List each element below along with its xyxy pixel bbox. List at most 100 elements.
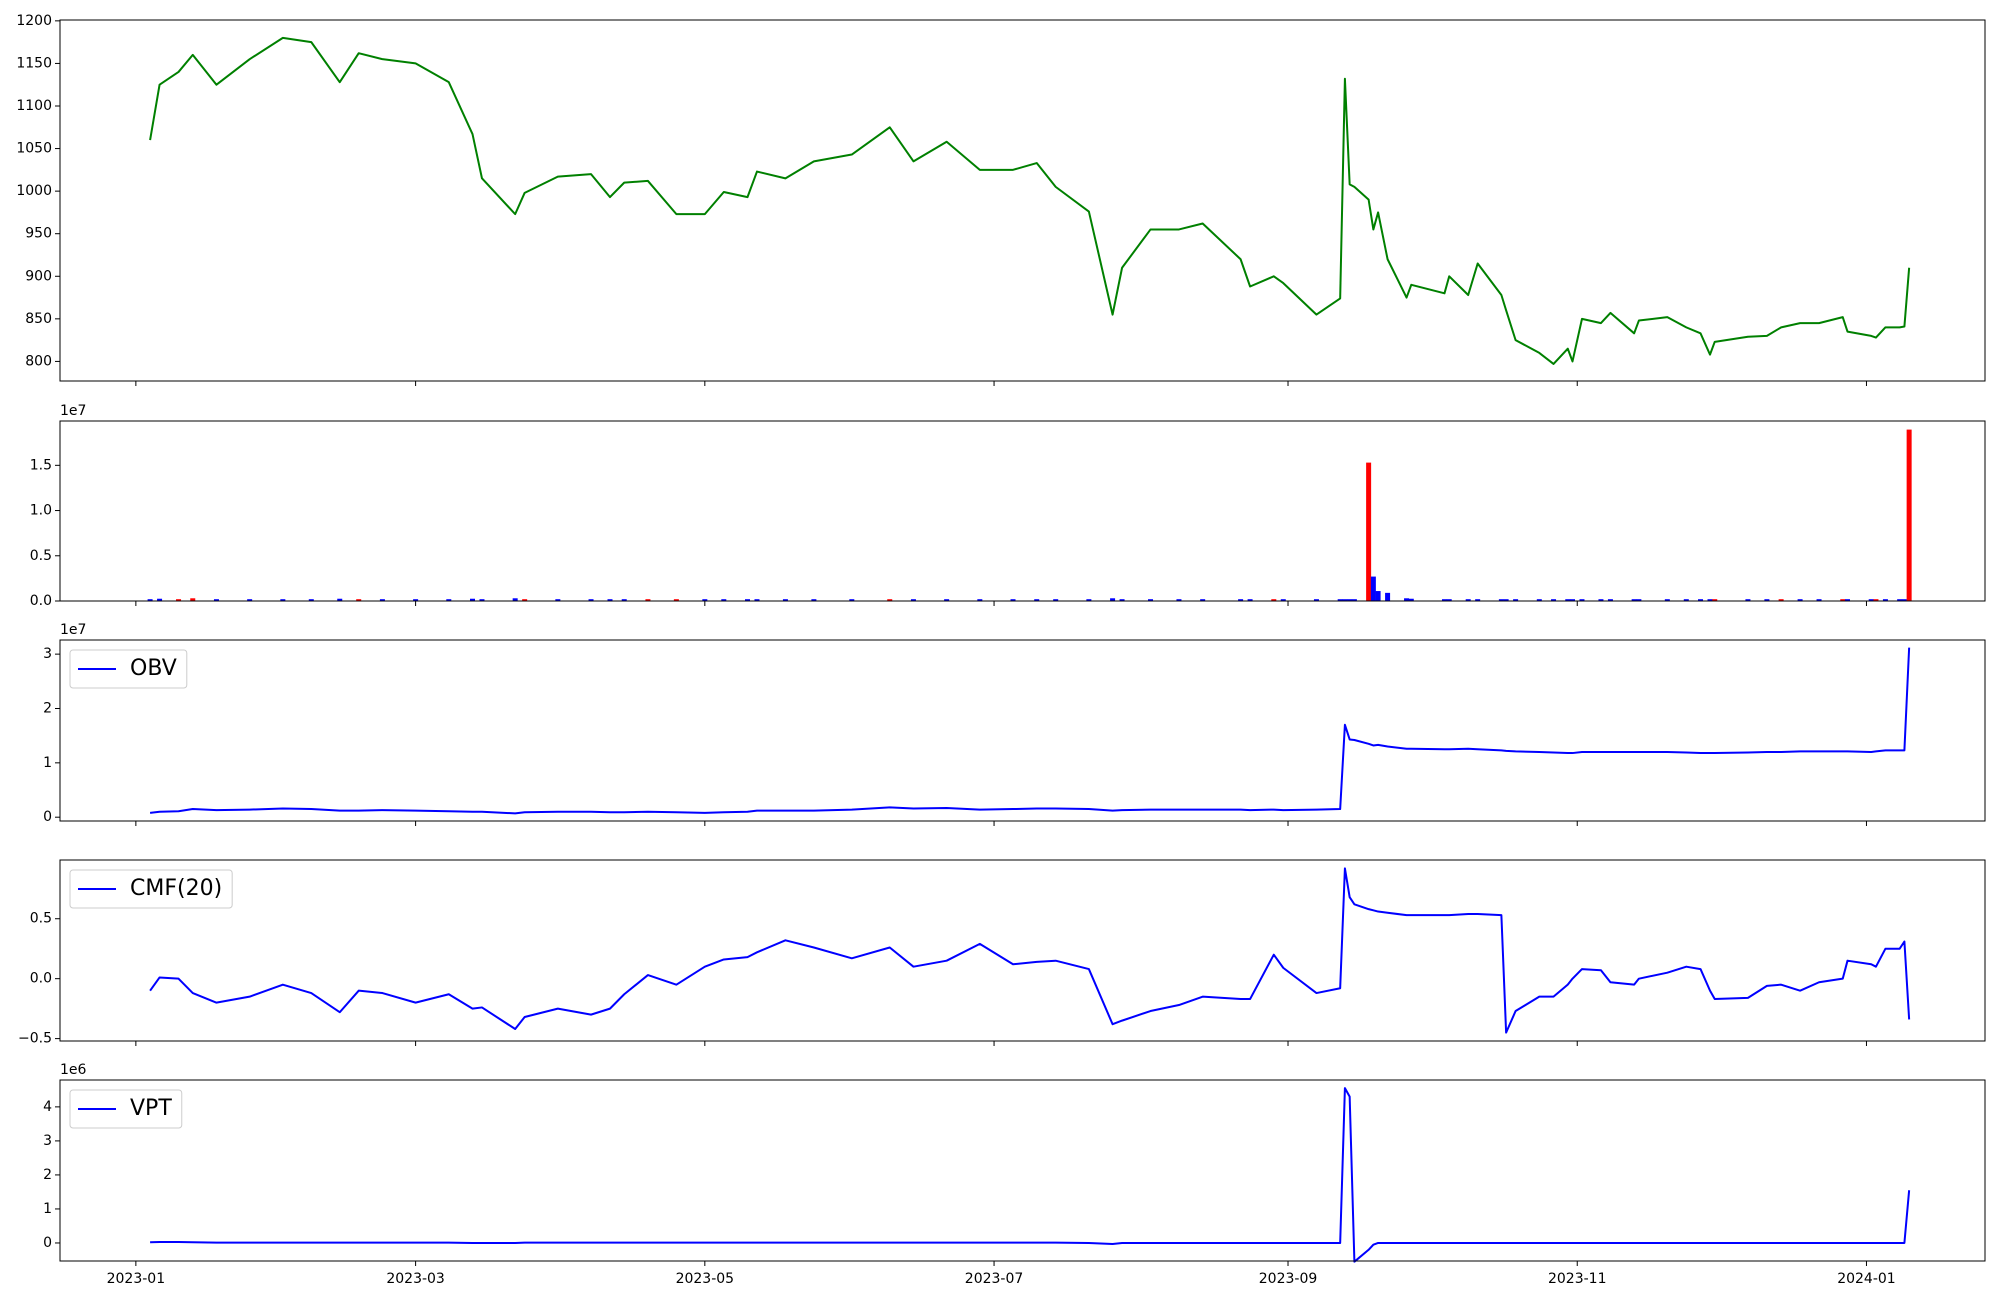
y-tick-label: 1150 <box>16 55 52 71</box>
x-tick-label: 2023-01 <box>107 1271 166 1287</box>
bar <box>1408 598 1414 601</box>
bar <box>1873 599 1879 601</box>
bar <box>721 599 727 601</box>
bar <box>1441 599 1447 601</box>
axis-offset-label: 1e6 <box>60 1062 87 1078</box>
bar <box>1366 462 1372 601</box>
bar <box>588 599 594 601</box>
axis-offset-label: 1e7 <box>60 403 86 419</box>
bar <box>1313 599 1319 601</box>
bar <box>1465 599 1471 601</box>
y-tick-label: 2 <box>43 700 52 716</box>
bar <box>1664 599 1670 601</box>
bar <box>479 599 485 601</box>
legend-label: OBV <box>130 656 177 681</box>
axes-frame <box>59 1079 1986 1262</box>
bar <box>645 599 651 601</box>
y-tick-label: 4 <box>43 1099 52 1115</box>
y-tick-label: 1.0 <box>30 503 52 519</box>
axes-frame <box>59 420 1986 602</box>
legend-box <box>69 869 233 909</box>
y-tick-label: 1200 <box>16 13 52 29</box>
axes-frame <box>59 639 1986 822</box>
bar <box>1797 599 1803 601</box>
bar <box>1010 599 1016 601</box>
y-tick-label: 1 <box>43 1201 52 1217</box>
x-tick-label: 2024-01 <box>1837 1271 1896 1287</box>
bar <box>1176 599 1182 601</box>
bar <box>1342 599 1348 601</box>
legend-box <box>69 649 188 689</box>
bar <box>1906 429 1912 601</box>
bar <box>887 599 893 601</box>
bar <box>356 599 362 601</box>
bar <box>1607 599 1613 601</box>
y-tick-label: 950 <box>25 226 52 242</box>
bar <box>782 599 788 601</box>
bar <box>1745 599 1751 601</box>
bar <box>1868 599 1874 601</box>
bar <box>190 598 196 601</box>
bar <box>1498 599 1504 601</box>
bar <box>1536 599 1542 601</box>
bar <box>1570 599 1575 601</box>
bar <box>379 599 385 601</box>
y-tick-label: 0 <box>43 1235 52 1251</box>
bar <box>621 599 627 601</box>
y-tick-label: 800 <box>25 353 52 369</box>
bar <box>1631 599 1637 601</box>
bar <box>337 598 343 601</box>
bar <box>1351 599 1357 601</box>
bar <box>308 599 314 601</box>
line-series <box>149 36 1911 365</box>
bar <box>1110 598 1116 601</box>
bar <box>1764 599 1770 601</box>
x-tick-label: 2023-09 <box>1259 1271 1318 1287</box>
legend-label: CMF(20) <box>130 876 222 901</box>
y-tick-label: 3 <box>43 1133 52 1149</box>
line-series <box>149 867 1911 1034</box>
bar <box>1247 599 1253 601</box>
axis-offset-label: 1e7 <box>60 622 86 638</box>
bar <box>1778 599 1784 601</box>
y-tick-label: 0.0 <box>30 593 52 609</box>
bar <box>213 599 219 601</box>
bar <box>1840 599 1846 601</box>
line-series <box>150 1087 1911 1263</box>
bar <box>522 599 528 601</box>
bar <box>147 599 153 601</box>
bar <box>1513 599 1519 601</box>
bar <box>1579 599 1585 601</box>
bar <box>849 599 855 601</box>
bar <box>1370 576 1376 601</box>
bar <box>1337 599 1343 601</box>
bar <box>1816 599 1822 601</box>
bar <box>1901 599 1907 601</box>
bar <box>1475 599 1481 601</box>
bar <box>1698 599 1704 601</box>
bar <box>1897 599 1903 601</box>
bar <box>1280 599 1286 601</box>
line-series <box>149 647 1911 815</box>
bar <box>1347 599 1353 601</box>
bar <box>1271 599 1277 601</box>
bar <box>470 598 475 601</box>
axes-frame <box>59 19 1986 382</box>
y-tick-label: 850 <box>25 311 52 327</box>
bar <box>1385 592 1391 601</box>
y-tick-label: 1.5 <box>30 457 52 473</box>
bar <box>1683 599 1689 601</box>
y-tick-label: −0.5 <box>18 1031 52 1047</box>
bar <box>157 598 163 601</box>
bar <box>1404 598 1410 601</box>
bar <box>702 599 708 601</box>
y-tick-label: 0.0 <box>30 971 52 987</box>
bar <box>1845 599 1850 601</box>
bar <box>1565 599 1571 601</box>
y-tick-label: 0.5 <box>30 548 52 564</box>
bar <box>1053 599 1059 601</box>
bar <box>1551 599 1557 601</box>
bar <box>176 599 182 601</box>
y-tick-label: 1100 <box>16 98 52 114</box>
x-tick-label: 2023-03 <box>386 1271 445 1287</box>
